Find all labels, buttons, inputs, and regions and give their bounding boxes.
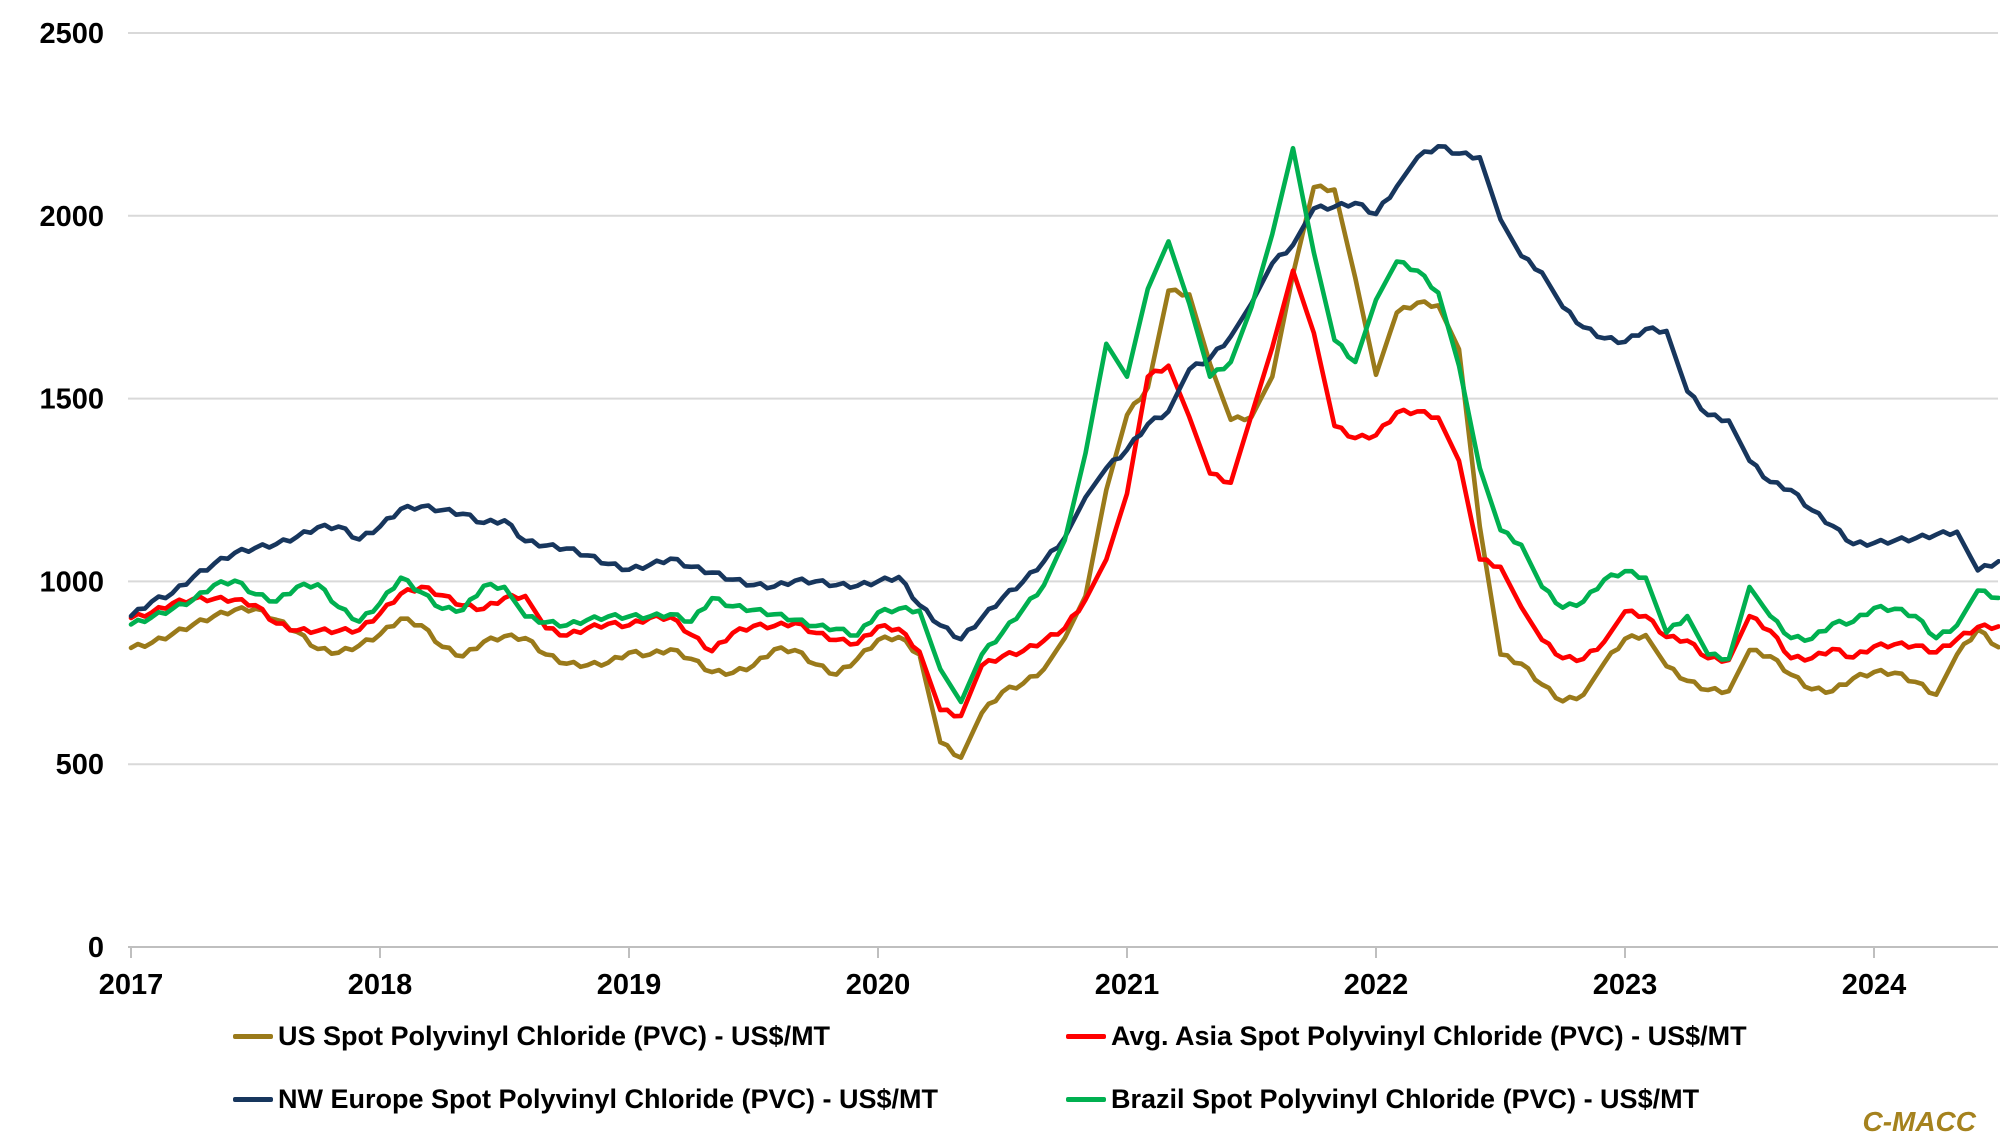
x-axis-label-2021: 2021: [1095, 969, 1160, 1001]
x-axis-label-2024: 2024: [1842, 969, 1907, 1001]
x-axis-label-2020: 2020: [846, 969, 911, 1001]
legend-label-brazil: Brazil Spot Polyvinyl Chloride (PVC) - U…: [1111, 1084, 1700, 1114]
legend-item-europe-pvc: NW Europe Spot Polyvinyl Chloride (PVC) …: [233, 1084, 938, 1115]
legend-label-asia: Avg. Asia Spot Polyvinyl Chloride (PVC) …: [1111, 1021, 1747, 1051]
legend-swatch-asia-icon: [1066, 1034, 1106, 1039]
legend-label-europe: NW Europe Spot Polyvinyl Chloride (PVC) …: [278, 1084, 939, 1114]
legend-item-asia-pvc: Avg. Asia Spot Polyvinyl Chloride (PVC) …: [1066, 1021, 1747, 1052]
series-line-europe: [128, 144, 2000, 642]
legend-swatch-brazil-icon: [1066, 1097, 1106, 1102]
x-axis-label-2023: 2023: [1593, 969, 1658, 1001]
y-axis-label-1500: 1500: [39, 384, 104, 416]
series-line-brazil: [128, 145, 2000, 705]
y-axis-label-0: 0: [88, 932, 104, 964]
series-line-us: [128, 183, 2000, 760]
cmacc-watermark: C-MACC: [1862, 1106, 1976, 1137]
legend-swatch-us-icon: [233, 1034, 273, 1039]
legend-item-us-pvc: US Spot Polyvinyl Chloride (PVC) - US$/M…: [233, 1021, 830, 1052]
y-axis-label-2500: 2500: [39, 18, 104, 50]
y-axis-label-2000: 2000: [39, 201, 104, 233]
series-line-asia: [128, 268, 2000, 719]
x-axis-label-2017: 2017: [99, 969, 164, 1001]
legend-swatch-europe-icon: [233, 1097, 273, 1102]
x-axis-label-2022: 2022: [1344, 969, 1409, 1001]
x-axis-label-2019: 2019: [597, 969, 662, 1001]
legend-item-brazil-pvc: Brazil Spot Polyvinyl Chloride (PVC) - U…: [1066, 1084, 1699, 1115]
x-axis-label-2018: 2018: [348, 969, 413, 1001]
y-axis-label-500: 500: [56, 749, 104, 781]
y-axis-label-1000: 1000: [39, 566, 104, 598]
legend-label-us: US Spot Polyvinyl Chloride (PVC) - US$/M…: [278, 1021, 831, 1051]
